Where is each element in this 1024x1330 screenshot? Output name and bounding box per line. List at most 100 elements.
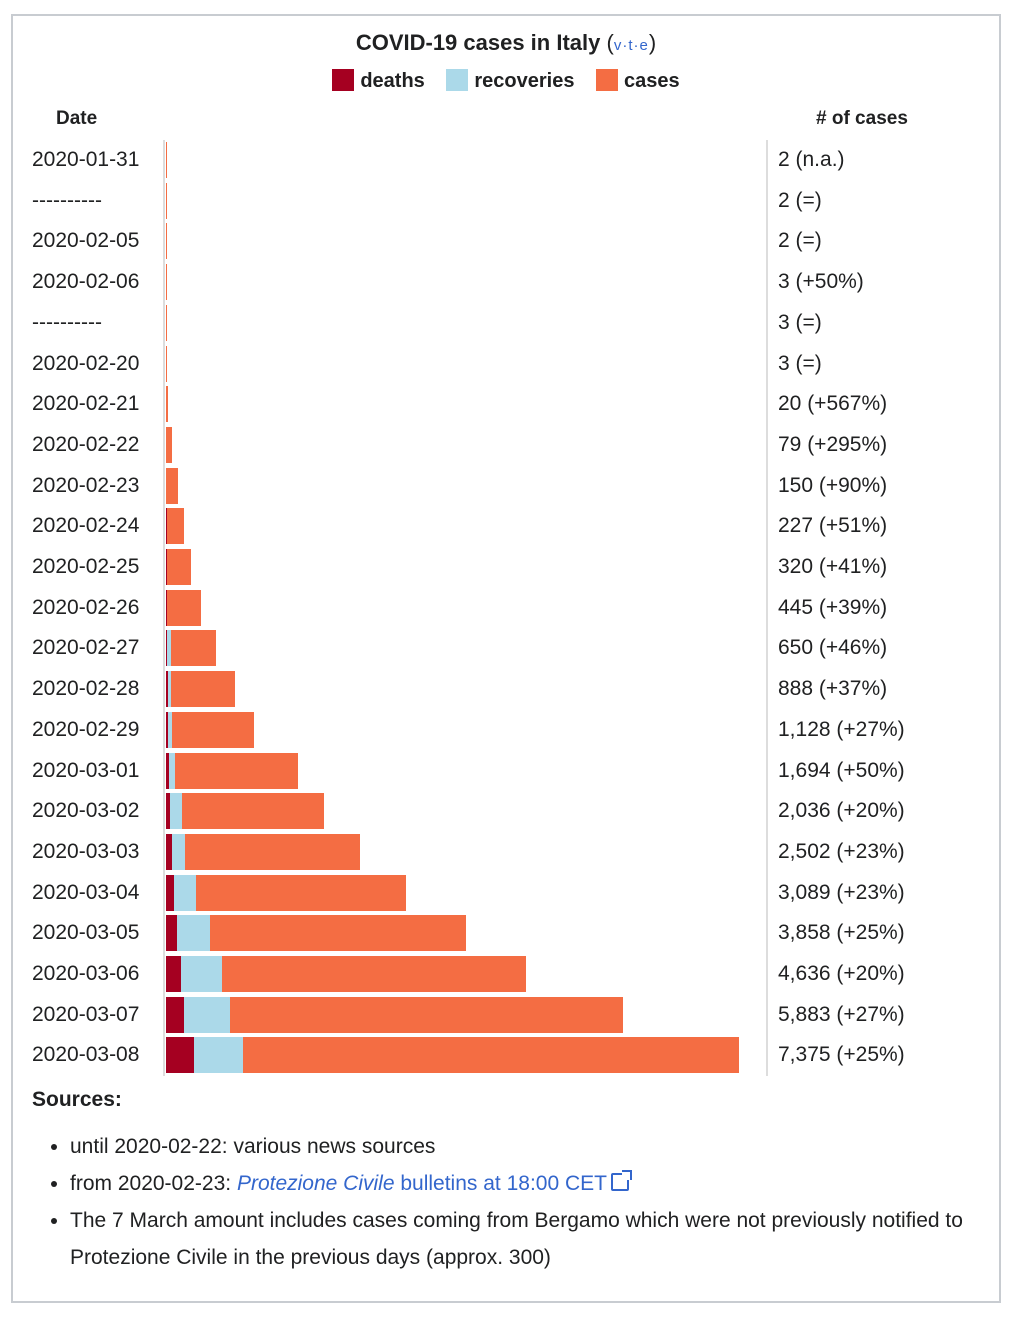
- legend-label-recoveries: recoveries: [474, 70, 575, 92]
- count-label: 4,636 (+20%): [778, 962, 905, 985]
- bar-recoveries: [177, 915, 210, 952]
- bar-cases: [166, 467, 178, 504]
- date-label: 2020-02-25: [32, 555, 140, 578]
- bar-deaths: [166, 996, 185, 1033]
- date-label: 2020-02-21: [32, 392, 140, 416]
- bar-cases: [171, 671, 235, 708]
- bar-cases: [195, 874, 406, 911]
- count-label: 3 (=): [778, 310, 822, 334]
- date-column-header: Date: [56, 108, 98, 129]
- date-label: 2020-03-02: [32, 799, 140, 823]
- date-label: ----------: [32, 310, 102, 334]
- date-label: 2020-03-04: [32, 880, 140, 904]
- date-label: 2020-03-01: [32, 758, 140, 782]
- date-label: 2020-02-06: [32, 270, 140, 294]
- count-label: 445 (+39%): [778, 595, 888, 619]
- bar-cases: [166, 182, 167, 219]
- date-label: 2020-02-22: [32, 432, 140, 456]
- source-item: The 7 March amount includes cases coming…: [70, 1202, 1000, 1276]
- bar-cases: [184, 833, 361, 870]
- bar-deaths: [166, 508, 167, 545]
- bar-cases: [166, 264, 167, 301]
- edit-link[interactable]: e: [639, 37, 649, 54]
- talk-link[interactable]: t: [628, 37, 634, 54]
- date-label: ----------: [32, 188, 102, 212]
- bar-cases: [166, 508, 184, 545]
- bar-cases: [166, 304, 167, 341]
- date-label: 2020-03-05: [32, 921, 140, 945]
- date-label: 2020-02-20: [32, 351, 140, 375]
- bar-cases: [229, 996, 624, 1033]
- bar-recoveries: [172, 833, 185, 870]
- bar-cases: [209, 915, 466, 952]
- bar-deaths: [166, 956, 182, 992]
- bar-recoveries: [168, 752, 176, 789]
- bar-recoveries: [174, 874, 196, 911]
- count-label: 227 (+51%): [778, 514, 888, 538]
- date-label: 2020-01-31: [32, 148, 140, 171]
- chart-legend: deaths recoveries cases: [0, 69, 1012, 93]
- date-label: 2020-02-29: [32, 717, 140, 741]
- date-label: 2020-03-07: [32, 1002, 140, 1026]
- count-label: 3 (=): [778, 351, 822, 375]
- bar-cases: [167, 589, 201, 626]
- bar-cases: [172, 711, 254, 748]
- bar-cases: [170, 630, 217, 667]
- bar-cases: [181, 793, 325, 830]
- external-link-icon: [610, 1170, 632, 1191]
- bar-recoveries: [167, 671, 172, 708]
- bulletins-link[interactable]: bulletins at 18:00 CET: [394, 1172, 607, 1195]
- count-label: 1,694 (+50%): [778, 758, 905, 782]
- bar-deaths: [166, 630, 168, 667]
- count-label: 3 (+50%): [778, 270, 864, 294]
- bar-deaths: [166, 915, 178, 952]
- count-label: 20 (+567%): [778, 392, 888, 416]
- bar-deaths: [166, 752, 169, 789]
- count-label: 2 (=): [778, 229, 822, 253]
- right-axis-line: [766, 140, 768, 1076]
- bar-cases: [166, 345, 167, 382]
- count-label: 2,036 (+20%): [778, 799, 905, 823]
- sources-heading: Sources:: [32, 1088, 122, 1111]
- bar-deaths: [166, 793, 171, 830]
- count-label: 2 (n.a.): [778, 148, 845, 171]
- count-label: 650 (+46%): [778, 636, 888, 660]
- date-label: 2020-03-03: [32, 839, 140, 863]
- count-label: 150 (+90%): [778, 473, 888, 497]
- bar-cases: [242, 1037, 739, 1074]
- count-label: 320 (+41%): [778, 555, 888, 578]
- date-label: 2020-02-24: [32, 514, 140, 538]
- source-item: until 2020-02-22: various news sources: [70, 1128, 1000, 1165]
- count-label: 2 (=): [778, 188, 822, 212]
- vte-dot-2: ·: [633, 37, 640, 54]
- title-text: COVID-19 cases in Italy: [355, 30, 601, 55]
- legend-swatch-cases: [596, 69, 619, 91]
- date-label: 2020-02-23: [32, 473, 140, 497]
- count-label: 1,128 (+27%): [778, 717, 905, 741]
- legend-label-cases: cases: [624, 70, 680, 92]
- legend-item-deaths: deaths: [332, 69, 425, 93]
- legend-item-cases: cases: [596, 69, 680, 93]
- protezione-civile-link[interactable]: Protezione Civile: [236, 1172, 395, 1195]
- legend-label-deaths: deaths: [360, 70, 425, 92]
- vte-dot-1: ·: [622, 37, 629, 54]
- bar-cases: [166, 386, 168, 423]
- date-label: 2020-02-27: [32, 636, 140, 660]
- count-column-header: # of cases: [816, 108, 908, 129]
- bar-cases: [166, 426, 173, 463]
- left-axis-line: [163, 140, 165, 1076]
- view-link[interactable]: v: [613, 37, 623, 54]
- bar-deaths: [166, 589, 167, 626]
- bar-recoveries: [184, 996, 230, 1033]
- bar-cases: [166, 142, 167, 178]
- bar-deaths: [166, 711, 169, 748]
- date-label: 2020-02-05: [32, 229, 140, 253]
- count-label: 888 (+37%): [778, 677, 888, 701]
- sources-list: until 2020-02-22: various news sources f…: [48, 1128, 1000, 1276]
- legend-swatch-deaths: [332, 69, 355, 91]
- bar-recoveries: [170, 793, 182, 830]
- source-text-1: until 2020-02-22: various news sources: [70, 1135, 436, 1158]
- bar-deaths: [166, 549, 167, 585]
- count-label: 79 (+295%): [778, 432, 888, 456]
- count-label: 7,375 (+25%): [778, 1043, 905, 1067]
